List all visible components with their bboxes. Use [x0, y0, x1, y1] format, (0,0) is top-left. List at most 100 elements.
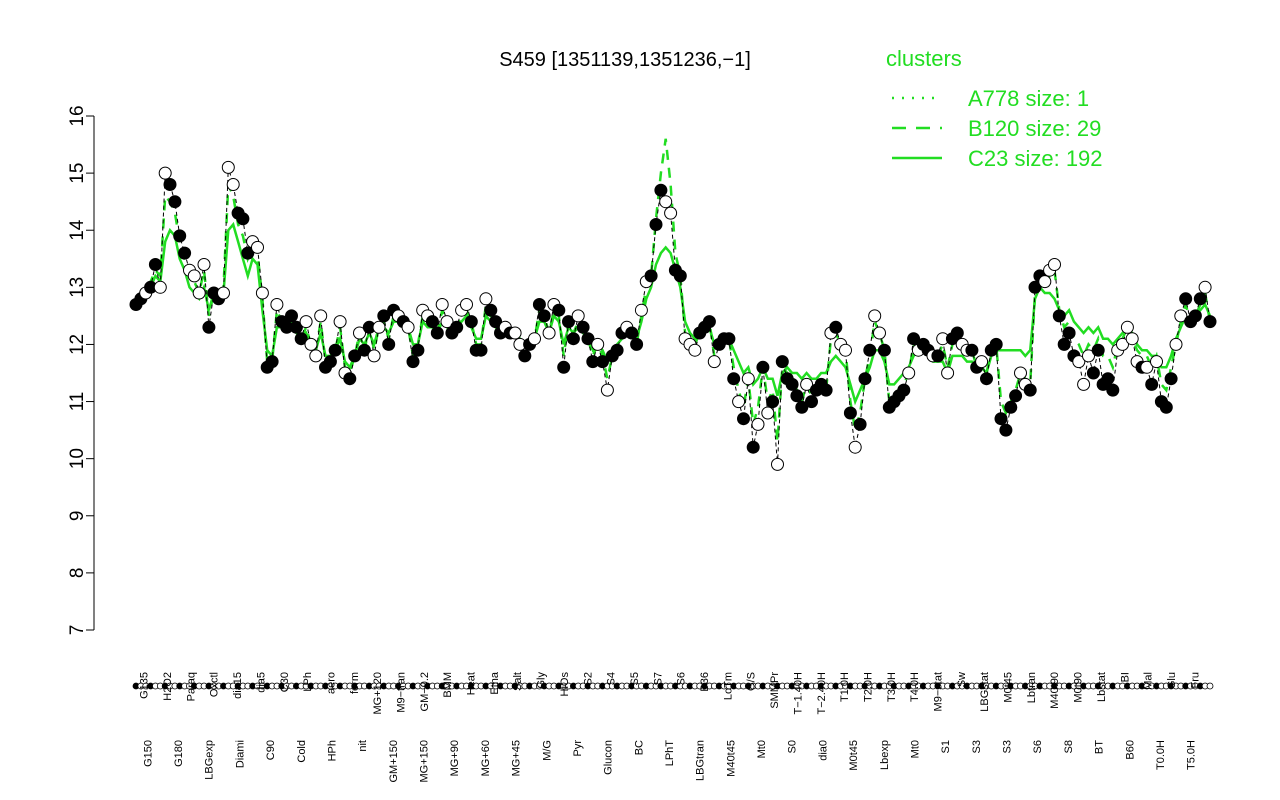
x-tick-label: M/G [541, 740, 553, 761]
data-point [805, 395, 818, 409]
x-tick-label: B36 [699, 672, 711, 692]
data-point [430, 326, 444, 340]
x-tick-label: S8 [1063, 740, 1075, 753]
data-point [158, 166, 172, 180]
x-tick-label: G/S [746, 672, 758, 691]
x-tick-label: aero [325, 672, 337, 694]
data-point [406, 355, 420, 369]
data-point [1072, 355, 1086, 369]
x-tick-label: M9−stat [933, 672, 945, 711]
x-tick-label: HPh [326, 740, 338, 761]
data-point [1174, 309, 1188, 323]
data-point [299, 315, 313, 329]
data-point [168, 195, 182, 209]
x-tick-label: H2O2 [162, 672, 174, 701]
data-point [484, 303, 498, 317]
data-point [464, 315, 478, 329]
x-tick-label: M40t45 [725, 740, 737, 777]
data-point [673, 269, 687, 283]
data-point [372, 320, 386, 334]
data-point [1203, 315, 1217, 329]
x-tick-label: dia15 [232, 672, 244, 699]
data-point [377, 309, 391, 323]
data-point [688, 343, 702, 357]
x-tick-label: S3 [971, 740, 983, 753]
data-point [610, 343, 624, 357]
x-tick-label: T1.0H [839, 672, 851, 702]
y-tick-label: 7 [67, 625, 88, 636]
x-tick-label: LBGtran [695, 740, 707, 781]
data-point [795, 400, 809, 414]
data-point [328, 343, 342, 357]
data-point [1101, 372, 1115, 386]
data-point [931, 349, 945, 363]
y-tick-label: 11 [67, 392, 88, 412]
y-tick-label: 14 [67, 219, 88, 241]
data-point [702, 315, 716, 329]
x-tick-label: MG+120 [372, 672, 384, 715]
data-point [664, 206, 678, 220]
data-point [761, 406, 775, 420]
data-point [722, 332, 736, 346]
y-tick-label: 9 [67, 510, 88, 521]
data-point [289, 320, 303, 334]
data-point [819, 383, 833, 397]
x-tick-label: S4 [606, 672, 618, 685]
data-point [848, 440, 862, 454]
data-point [950, 326, 964, 340]
legend-entries: A778 size: 1 B120 size: 29 C23 size: 192 [892, 86, 1103, 171]
x-tick-label: S7 [652, 672, 664, 685]
data-point [644, 269, 658, 283]
data-point [153, 280, 167, 294]
data-points [129, 160, 1217, 471]
data-point [1198, 280, 1212, 294]
legend-label: C23 size: 192 [968, 146, 1103, 171]
x-tick-label: LBGstat [979, 672, 991, 712]
x-tick-label: Etha [489, 671, 501, 695]
data-point [255, 286, 269, 300]
y-tick-label: 16 [67, 105, 88, 126]
data-point [479, 292, 493, 306]
x-tick-label: T5.0H [1186, 740, 1198, 770]
data-point [994, 412, 1008, 426]
data-point [756, 360, 770, 374]
data-point [907, 332, 921, 346]
data-point [591, 337, 605, 351]
x-tick-label: Glu [1166, 672, 1178, 689]
data-point [343, 372, 357, 386]
data-point [1106, 383, 1120, 397]
data-point [333, 315, 347, 329]
data-point [654, 183, 668, 197]
data-point [1052, 309, 1066, 323]
data-point [148, 258, 162, 271]
data-point [1004, 400, 1018, 414]
data-point [897, 383, 911, 397]
data-point [557, 360, 571, 374]
x-tick-label: G180 [173, 740, 185, 767]
x-tick-label: dia5 [255, 672, 267, 693]
data-point [474, 343, 488, 357]
x-tick-label: Cold [296, 740, 308, 763]
data-point [178, 246, 192, 260]
x-tick-label: C90 [265, 740, 277, 760]
data-point [1150, 355, 1163, 369]
chart-title: S459 [1351139,1351236,−1] [499, 49, 751, 71]
x-tick-label: Gly [536, 672, 548, 689]
data-point [450, 320, 464, 334]
data-point [790, 389, 804, 403]
legend-title: clusters [886, 46, 962, 71]
x-tick-label: Diami [234, 740, 246, 768]
data-point [1091, 343, 1105, 357]
data-point [566, 332, 580, 346]
x-tick-label: LPhT [664, 740, 676, 767]
data-point [309, 349, 323, 363]
x-tick-label: Heat [466, 672, 478, 695]
data-point [707, 355, 721, 369]
data-point [265, 355, 279, 369]
data-point [581, 332, 595, 346]
data-point [518, 349, 532, 363]
data-point [562, 315, 575, 329]
data-point [649, 218, 663, 231]
data-point [965, 343, 979, 357]
data-point [727, 372, 741, 386]
